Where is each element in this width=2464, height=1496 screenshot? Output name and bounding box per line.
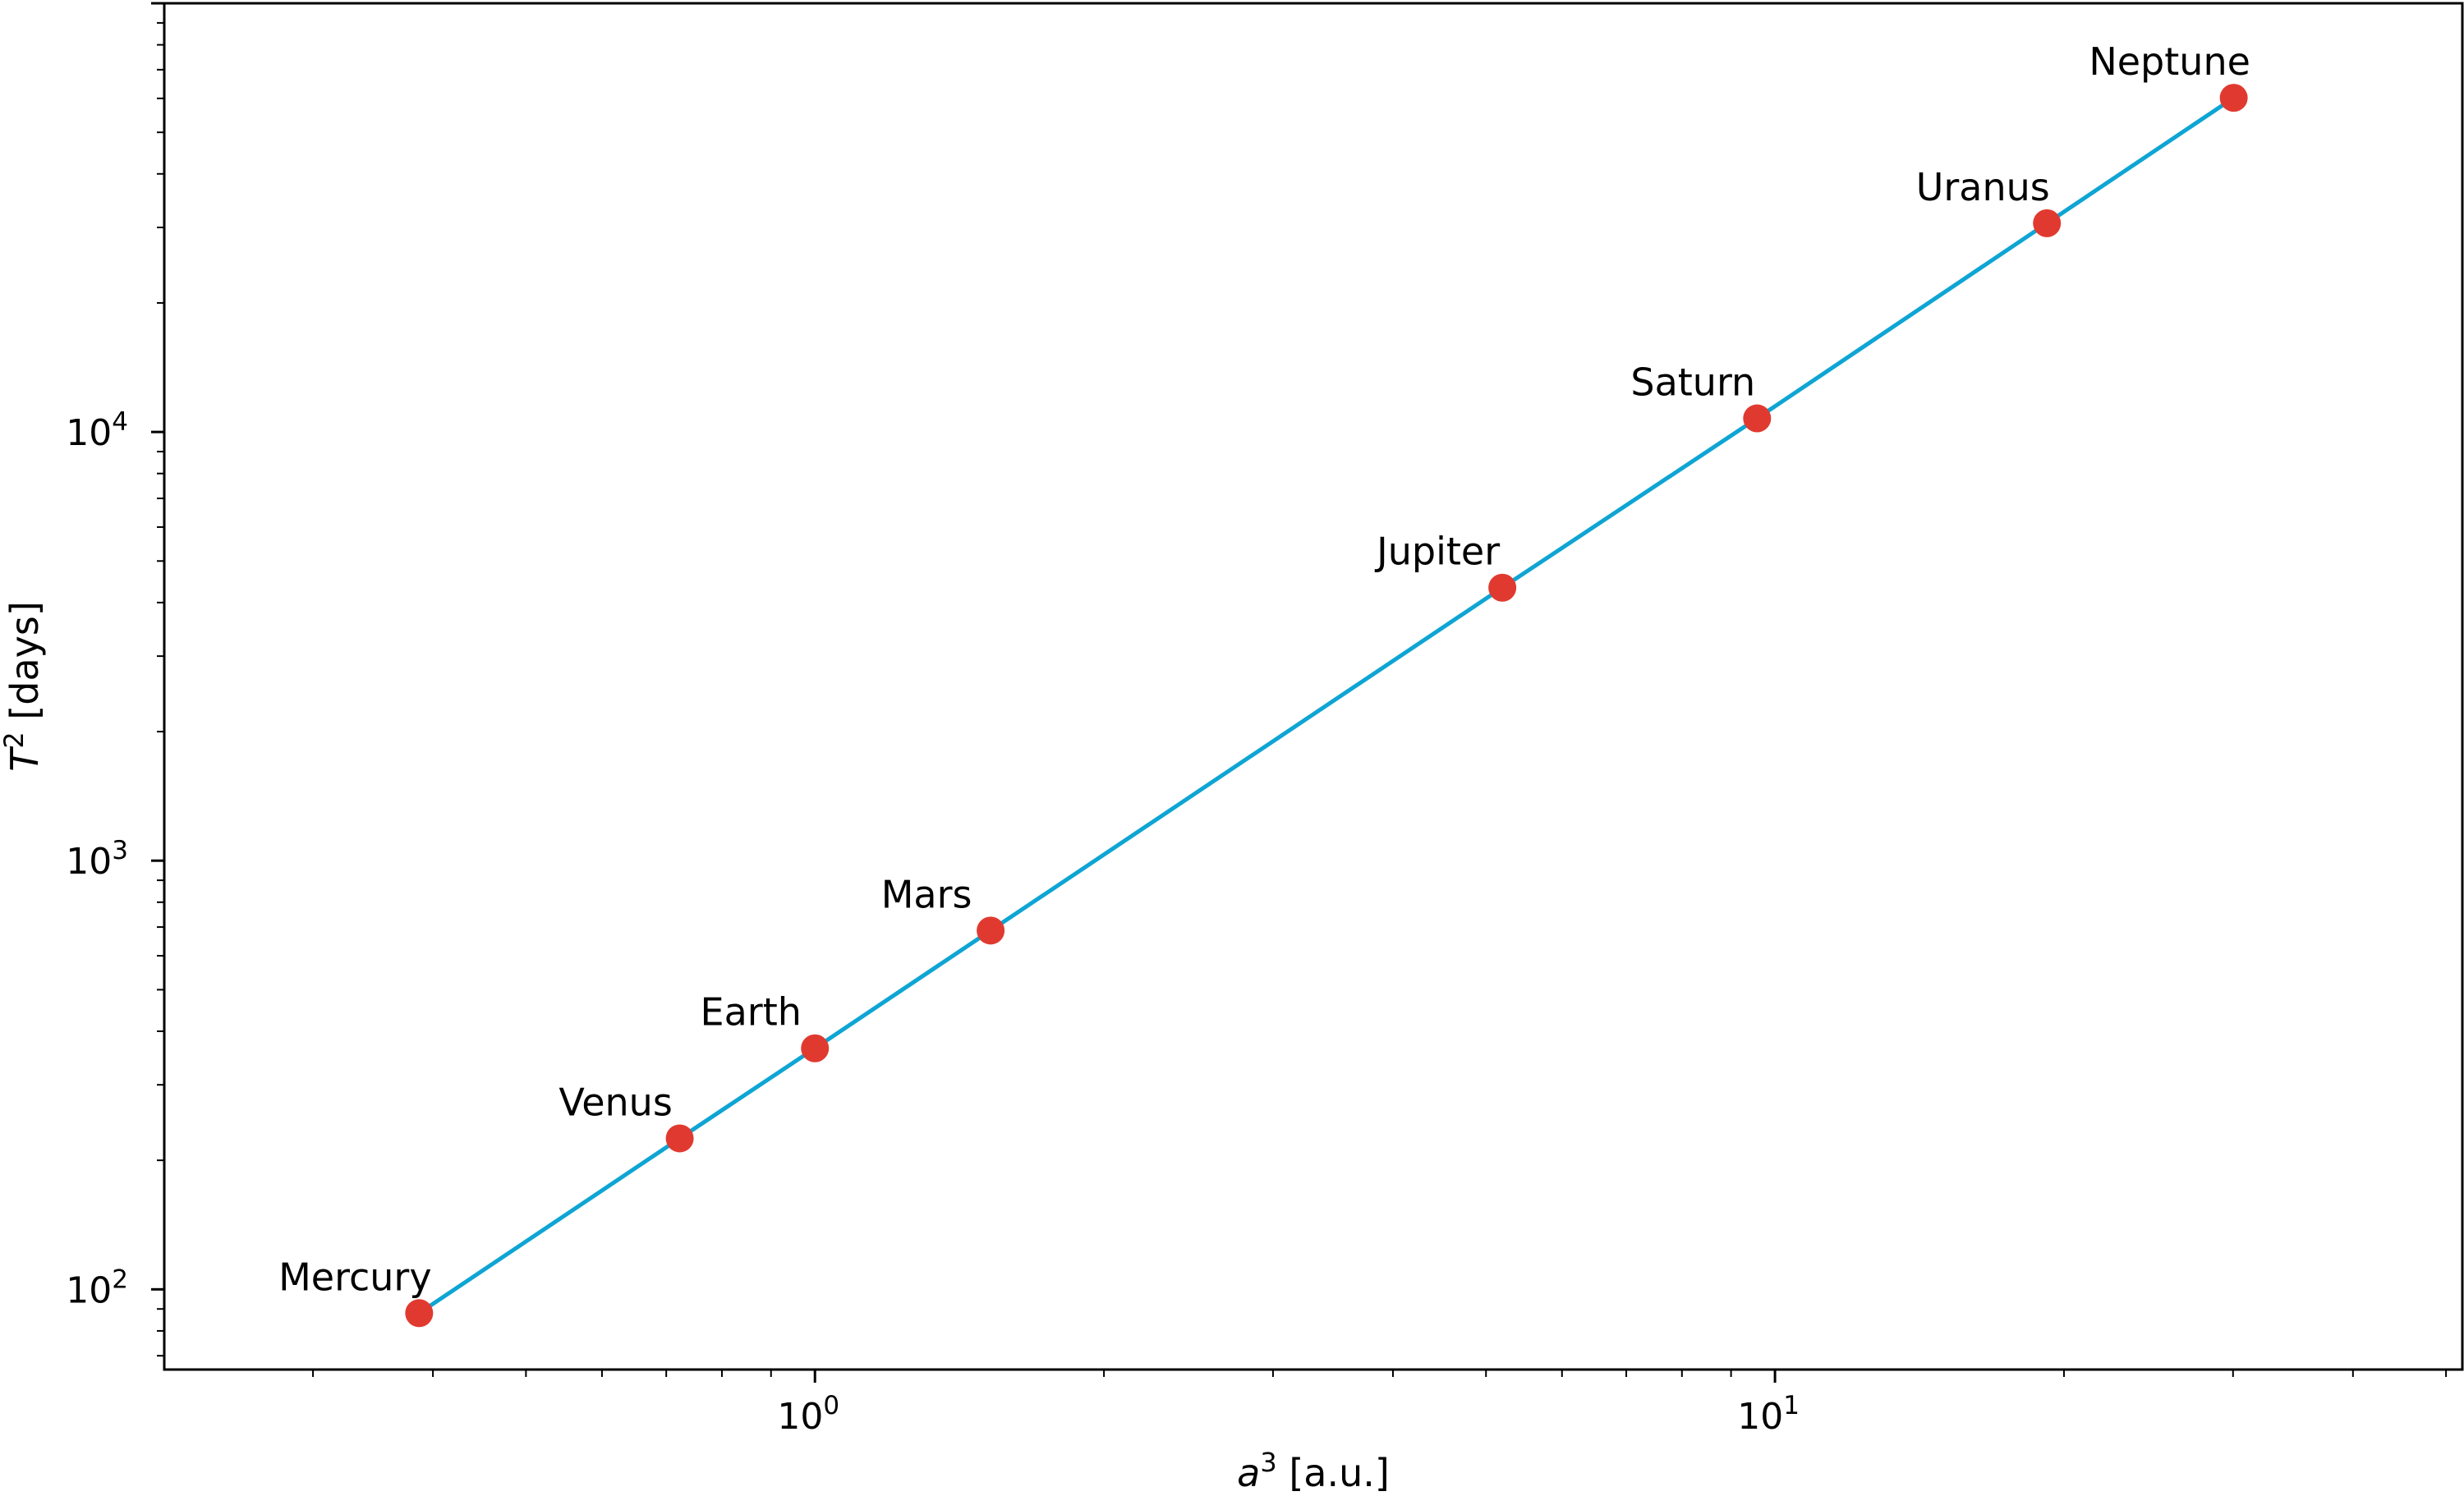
y-tick-label: 103 [66, 836, 128, 883]
data-point [2219, 84, 2248, 112]
series-line [417, 96, 2235, 1315]
point-labels: Mercury Venus Earth Mars Jupiter Saturn Uranus… [278, 39, 2250, 1299]
data-point-label: Earth [701, 990, 802, 1035]
x-axis-exp: 3 [1260, 1447, 1276, 1478]
data-point [405, 1299, 434, 1328]
x-axis-unit: [a.u.] [1277, 1451, 1390, 1495]
y-tick-label: 102 [66, 1264, 128, 1311]
axis-ticks: 100 101 102 103 104 [66, 2, 2448, 1438]
y-tick-label: 104 [66, 407, 128, 454]
data-point-label: Mars [881, 872, 972, 916]
plot-frame [163, 2, 2464, 1371]
data-point [1743, 404, 1772, 433]
x-tick-label: 100 [777, 1391, 839, 1438]
y-axis-title: T2 [days] [0, 601, 47, 772]
data-point [977, 916, 1005, 945]
y-axis-var: T [2, 746, 47, 772]
x-axis-var: a [1237, 1451, 1260, 1495]
data-point-label: Neptune [2089, 39, 2250, 84]
data-point-label: Venus [559, 1080, 672, 1124]
data-point-label: Mercury [278, 1255, 431, 1299]
data-point [2033, 209, 2062, 237]
data-point-label: Uranus [1916, 165, 2050, 209]
data-point-label: Saturn [1630, 360, 1755, 405]
data-point [665, 1124, 694, 1153]
y-axis-unit: [days] [2, 601, 47, 732]
y-axis-exp: 2 [0, 732, 30, 748]
markers [405, 84, 2248, 1328]
data-point [1488, 573, 1517, 602]
data-point [801, 1034, 830, 1062]
data-point-label: Jupiter [1374, 530, 1500, 574]
series-layer: Mercury Venus Earth Mars Jupiter Saturn Uranus… [278, 39, 2250, 1328]
x-tick-label: 101 [1737, 1391, 1800, 1438]
x-axis-title: a3 [a.u.] [1237, 1447, 1390, 1495]
